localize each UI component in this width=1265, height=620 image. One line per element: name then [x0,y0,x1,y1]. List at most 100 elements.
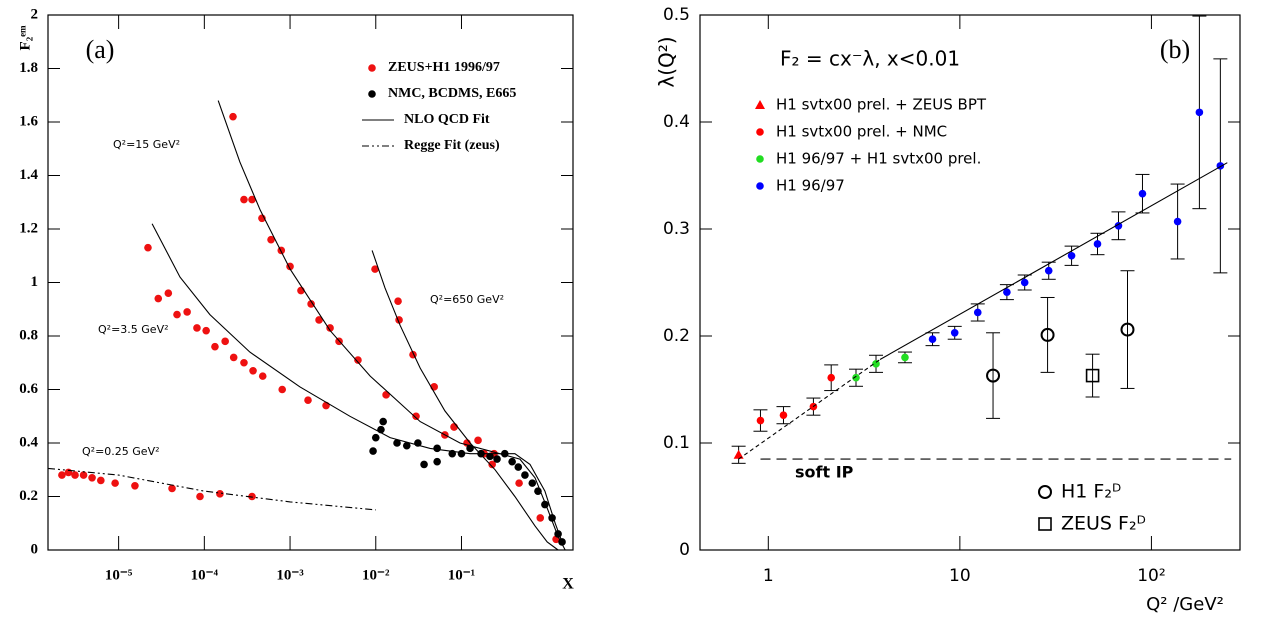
x-tick-label: 10⁻¹ [448,567,475,583]
x-axis-label: Q² /GeV² [1146,594,1224,615]
y-axis-label: F₂ᵉᵐ [17,25,33,51]
data-point [450,423,458,431]
y-tick-label: 0.3 [663,219,690,239]
data-point [756,416,765,425]
y-tick-label: 0.1 [663,433,690,453]
y-tick-label: 0.5 [663,5,690,25]
legend-label: H1 svtx00 prel. + NMC [776,123,947,141]
data-point [1020,278,1029,287]
data-point [240,195,248,204]
data-point [827,373,836,382]
y-tick-label: 1 [31,274,39,290]
y-tick-label: 0.8 [19,327,38,343]
data-point [144,243,152,252]
data-point [196,492,204,501]
data-point [111,479,119,487]
data-point [277,246,286,255]
data-point [211,342,219,351]
data-point [248,492,256,501]
fit-line [738,359,881,460]
x-tick-label: 1 [763,566,774,586]
data-point [278,385,287,394]
annotation: Q²=3.5 GeV² [98,323,169,336]
legend-label: ZEUS+H1 1996/97 [388,60,500,75]
legend-label: H1 svtx00 prel. + ZEUS BPT [776,96,987,114]
y-tick-label: 1.8 [19,60,38,76]
data-point [493,455,501,463]
x-tick-label: 10⁻⁴ [191,567,219,583]
data-point [1138,189,1147,198]
legend-swatch [1038,517,1052,531]
data-point [412,412,420,421]
data-point [193,324,201,332]
data-point [515,479,523,487]
data-point [528,479,537,487]
data-point [164,289,173,298]
data-point [986,368,1001,383]
data-point [371,265,379,273]
plot-frame [699,14,1241,551]
data-point [393,439,401,447]
data-point [267,235,275,244]
data-point [183,308,191,316]
data-point [248,195,256,204]
data-point [508,457,516,466]
x-tick-label: 10² [1137,566,1165,586]
y-tick-label: 1.4 [19,167,38,183]
data-point [216,490,224,498]
y-tick-label: 0.6 [19,381,38,397]
x-axis-label: X [562,576,574,593]
data-point [488,460,496,469]
data-point [1120,322,1135,337]
annotation: Q²=15 GeV² [113,138,180,151]
data-point [379,417,387,426]
data-point [371,433,380,442]
annotation: soft IP [795,463,854,482]
data-point [240,358,248,367]
data-point [420,460,428,469]
data-point [779,411,788,419]
legend-swatch [368,90,376,98]
annotation: Q²=650 GeV² [430,293,504,306]
data-point [382,391,390,399]
annotation: F₂ = cx⁻λ, x<0.01 [780,47,960,71]
x-tick-label: 10⁻⁵ [105,567,133,583]
legend-swatch [756,128,764,136]
data-point [1044,266,1053,275]
legend-swatch [368,64,376,72]
y-tick-label: 2 [31,6,39,22]
panel-label: (b) [1160,35,1190,64]
data-point [229,353,238,362]
data-point [168,484,176,493]
y-tick-label: 0.4 [663,112,690,132]
legend-label: NLO QCD Fit [404,112,490,127]
data-point [733,449,744,459]
data-point [71,471,79,479]
x-tick-label: 10⁻³ [276,567,304,583]
y-tick-label: 1.6 [19,113,38,129]
data-point [852,373,860,382]
data-point [474,436,482,445]
y-tick-label: 0 [679,540,690,560]
data-point [1003,288,1011,296]
data-point [433,457,441,466]
data-point [315,316,323,324]
legend-label: H1 F₂ᴰ [1061,481,1121,503]
data-point [1093,240,1102,248]
data-point [154,294,163,303]
y-tick-label: 0.2 [19,488,38,504]
data-point [131,482,139,490]
data-point [79,471,88,479]
data-point [322,401,330,410]
data-point [58,471,66,479]
fit-line [47,467,376,511]
data-point [354,356,362,364]
legend-swatch [756,182,764,190]
y-tick-label: 0 [31,541,39,557]
data-point [1067,251,1076,260]
legend-label: H1 96/97 [776,177,845,195]
data-point [97,476,105,485]
data-point [1173,217,1182,226]
y-tick-label: 1.2 [19,220,38,236]
